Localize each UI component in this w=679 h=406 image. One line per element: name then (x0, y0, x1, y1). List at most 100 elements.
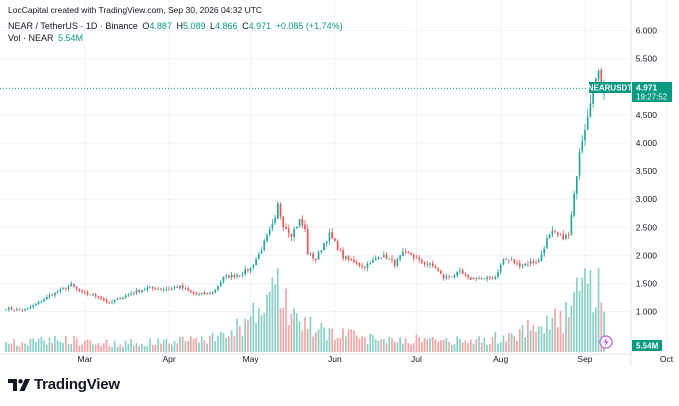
volume-bar (97, 343, 100, 352)
volume-bar (339, 337, 342, 352)
tradingview-logo[interactable]: TradingView (8, 376, 120, 393)
volume-bar (83, 340, 86, 352)
candle-body (298, 219, 301, 227)
volume-bar (45, 344, 48, 352)
price-axis[interactable]: 6.0005.5005.0004.5004.0003.5003.0002.500… (636, 26, 658, 317)
candle-body (45, 296, 48, 300)
candle-body (64, 287, 67, 289)
candle-body (331, 232, 334, 239)
candle-body (122, 297, 124, 300)
candle-body (124, 295, 127, 298)
candle-body (502, 259, 505, 265)
volume-bar (293, 308, 295, 352)
candle-body (540, 254, 543, 261)
candle-body (472, 277, 475, 280)
volume-bar (407, 343, 410, 352)
candle-body (565, 235, 567, 239)
candle-body (518, 263, 521, 267)
volume-bar (565, 302, 567, 352)
volume-bar (89, 340, 92, 352)
candle-body (513, 259, 516, 263)
candle-body (13, 309, 15, 311)
volume-bar (317, 329, 320, 352)
time-tick-label: Jun (328, 354, 342, 364)
volume-bar (448, 341, 450, 352)
candle-body (578, 151, 581, 176)
candle-body (529, 261, 532, 264)
candle-body (260, 250, 263, 254)
candle-body (293, 228, 295, 237)
candle-body (407, 251, 410, 253)
volume-bar (43, 340, 45, 352)
candle-body (334, 238, 336, 241)
volume-bar (108, 345, 111, 352)
volume-bar (151, 344, 154, 352)
candle-body (135, 290, 138, 294)
candle-body (304, 224, 306, 230)
candle-body (546, 238, 548, 249)
candle-body (154, 288, 157, 290)
candle-body (274, 218, 276, 224)
candle-body (396, 258, 399, 266)
volume-bar (122, 346, 124, 352)
volume-bar (56, 340, 59, 352)
candle-body (342, 250, 344, 259)
volume-tag: 5.54M (632, 340, 662, 351)
candle-body (567, 234, 570, 236)
candle-body (92, 294, 94, 296)
volume-bar (508, 333, 510, 352)
volume-bar (103, 343, 105, 352)
candle-body (184, 288, 187, 290)
price-tick-label: 1.000 (636, 307, 658, 317)
candle-body (573, 193, 575, 216)
volume-bar (450, 344, 453, 352)
candle-body (192, 291, 195, 294)
candle-body (339, 250, 342, 251)
candle-body (146, 287, 149, 290)
candle-body (279, 203, 282, 217)
volume-bar (499, 342, 502, 352)
volume-bar (268, 291, 271, 352)
volume-bar (116, 347, 119, 352)
volume-bar (556, 327, 559, 352)
candle-body (296, 226, 298, 229)
volume-bar (355, 335, 358, 352)
volume-bar (276, 268, 279, 352)
candle-body (263, 240, 266, 251)
volume-bar (513, 336, 516, 352)
symbol-line: NEAR / TetherUS · 1D · Binance (8, 21, 138, 31)
candle-body (434, 266, 437, 269)
volume-bar (181, 336, 184, 352)
tradingview-logo-icon (8, 378, 30, 391)
volume-bar (228, 336, 230, 352)
candle-body (480, 278, 483, 279)
volume-bar (315, 331, 317, 352)
time-axis[interactable]: Mar Apr May Jun Jul Aug Sep Oct (78, 354, 674, 364)
volume-bar (301, 330, 304, 352)
volume-bar (472, 343, 475, 352)
volume-label: Vol · NEAR (8, 33, 54, 43)
volume-bar (168, 343, 170, 352)
volume-bar (241, 336, 244, 352)
price-tick-label: 5.500 (636, 54, 658, 64)
candle-body (113, 299, 116, 303)
volume-bar (257, 307, 260, 352)
volume-bar (584, 268, 586, 352)
volume-bar (521, 325, 524, 352)
volume-bar (453, 343, 456, 352)
volume-bar (399, 337, 401, 352)
volume-bar (562, 333, 565, 352)
candle-body (363, 266, 366, 268)
candle-body (556, 232, 559, 235)
candle-body (103, 298, 105, 300)
lightning-icon[interactable] (599, 335, 613, 349)
candle-body (170, 287, 173, 289)
candle-body (410, 253, 412, 255)
volume-bar (124, 340, 127, 352)
candle-body (372, 260, 374, 263)
candles (5, 67, 605, 312)
candle-body (249, 267, 252, 271)
volume-bar (336, 337, 339, 352)
volume-bar (480, 342, 483, 352)
